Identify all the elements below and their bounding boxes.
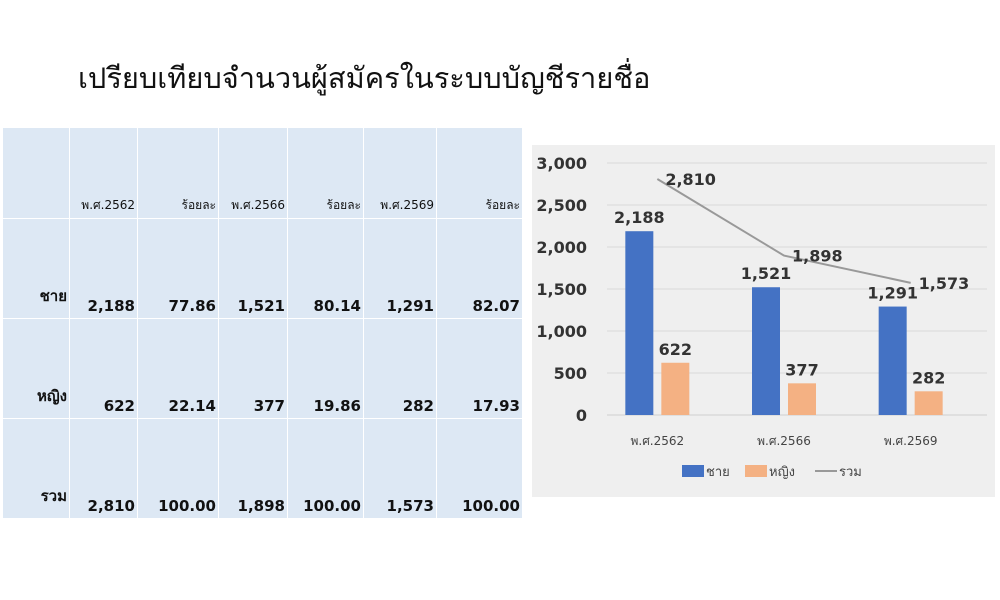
table-row: ชาย 2,188 77.86 1,521 80.14 1,291 82.07 [2,218,523,319]
data-label: 1,291 [867,284,918,303]
legend-swatch [682,465,704,477]
table-cell: 1,521 [218,218,288,319]
table-cell: 377 [218,318,288,419]
data-label: 2,810 [665,170,716,189]
table-cell: 1,291 [363,218,437,319]
bar-ชาย [878,306,907,415]
table-cell: 19.86 [287,318,364,419]
bar-หญิง [661,362,690,415]
header-cell: ร้อยละ [137,127,219,219]
header-cell: พ.ศ.2566 [218,127,288,219]
table-cell: 100.00 [137,418,219,519]
data-label: 1,573 [919,274,970,293]
table-cell: 17.93 [436,318,523,419]
bar-หญิง [914,391,943,415]
x-tick-label: พ.ศ.2562 [630,434,684,448]
table-cell: 622 [69,318,138,419]
y-tick-label: 2,500 [536,196,587,215]
y-tick-label: 3,000 [536,154,587,173]
table-cell: 80.14 [287,218,364,319]
table-cell: 282 [363,318,437,419]
row-label: ชาย [2,218,70,319]
bar-ชาย [752,287,780,415]
table-cell: 100.00 [287,418,364,519]
x-tick-label: พ.ศ.2566 [757,434,811,448]
legend-label: ชาย [706,465,730,480]
data-label: 377 [785,360,818,379]
table-cell: 1,573 [363,418,437,519]
data-label: 622 [659,340,692,359]
table-cell: 22.14 [137,318,219,419]
row-label: หญิง [2,318,70,419]
table-cell: 2,188 [69,218,138,319]
x-tick-label: พ.ศ.2569 [884,434,938,448]
slide-title: เปรียบเทียบจำนวนผู้สมัครในระบบบัญชีรายชื… [78,61,651,95]
table-cell: 77.86 [137,218,219,319]
data-label: 282 [912,368,945,387]
table-row: รวม 2,810 100.00 1,898 100.00 1,573 100.… [2,418,523,519]
bar-ชาย [625,231,654,415]
header-cell: ร้อยละ [287,127,364,219]
table-header-row: พ.ศ.2562 ร้อยละ พ.ศ.2566 ร้อยละ พ.ศ.2569… [2,127,523,219]
table-row: หญิง 622 22.14 377 19.86 282 17.93 [2,318,523,419]
table-cell: 100.00 [436,418,523,519]
chart-area: 0 500 1,000 1,500 2,000 2,500 3,000 พ.ศ.2562 2,1… [532,145,995,497]
legend-swatch [745,465,767,477]
comparison-table: พ.ศ.2562 ร้อยละ พ.ศ.2566 ร้อยละ พ.ศ.2569… [2,127,523,519]
legend-label: หญิง [769,465,795,480]
data-label: 2,188 [614,208,665,227]
header-cell: ร้อยละ [436,127,523,219]
data-label: 1,898 [792,247,843,266]
legend-label: รวม [839,465,862,480]
header-cell: พ.ศ.2569 [363,127,437,219]
y-tick-label: 500 [554,364,587,383]
table-cell: 2,810 [69,418,138,519]
combo-chart: 0 500 1,000 1,500 2,000 2,500 3,000 พ.ศ.2562 2,1… [536,154,987,480]
y-tick-label: 2,000 [536,238,587,257]
table-cell: 82.07 [436,218,523,319]
data-label: 1,521 [741,264,792,283]
y-tick-label: 1,000 [536,322,587,341]
header-cell [2,127,70,219]
header-cell: พ.ศ.2562 [69,127,138,219]
y-tick-label: 0 [576,406,587,425]
y-tick-label: 1,500 [536,280,587,299]
bar-หญิง [788,383,816,415]
table-cell: 1,898 [218,418,288,519]
row-label: รวม [2,418,70,519]
line-รวม [656,178,911,284]
